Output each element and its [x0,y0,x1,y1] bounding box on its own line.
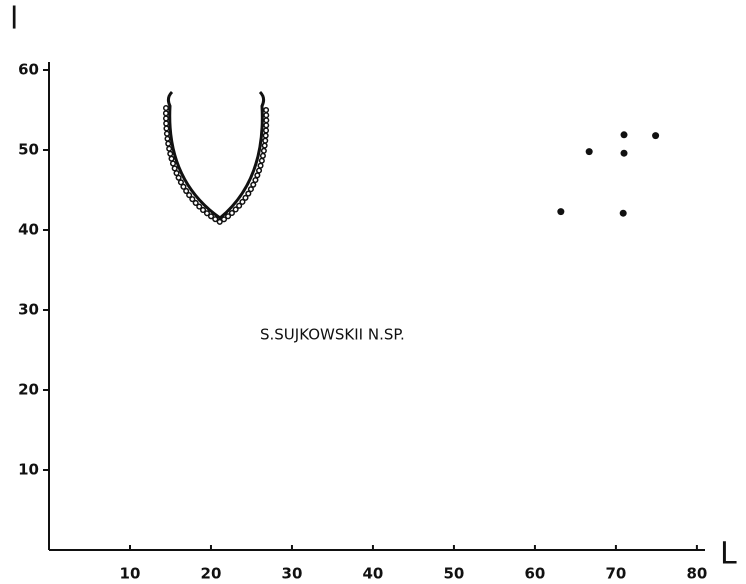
point [620,149,628,157]
x-tick-label: 70 [605,565,626,583]
x-axis-label: L [720,537,737,572]
y-tick-label: 10 [18,461,39,479]
point [585,148,593,156]
point [619,209,627,217]
y-axis-label: l [10,2,18,37]
x-tick-label: 50 [444,565,465,583]
point [652,132,660,140]
x-tick-label: 30 [282,565,303,583]
x-tick-label: 40 [363,565,384,583]
shell-illustration [162,90,270,226]
point [557,208,565,216]
y-tick-label: 50 [18,141,39,159]
annotation: S.SUJKOWSKII N.SP. [260,326,405,344]
x-tick-label: 60 [524,565,545,583]
y-tick-label: 30 [18,301,39,319]
y-tick-label: 20 [18,381,39,399]
x-tick-label: 20 [201,565,222,583]
point [620,131,628,139]
x-tick-label: 80 [686,565,707,583]
y-tick-label: 60 [18,61,39,79]
x-tick-label: 10 [120,565,141,583]
y-tick-label: 40 [18,221,39,239]
